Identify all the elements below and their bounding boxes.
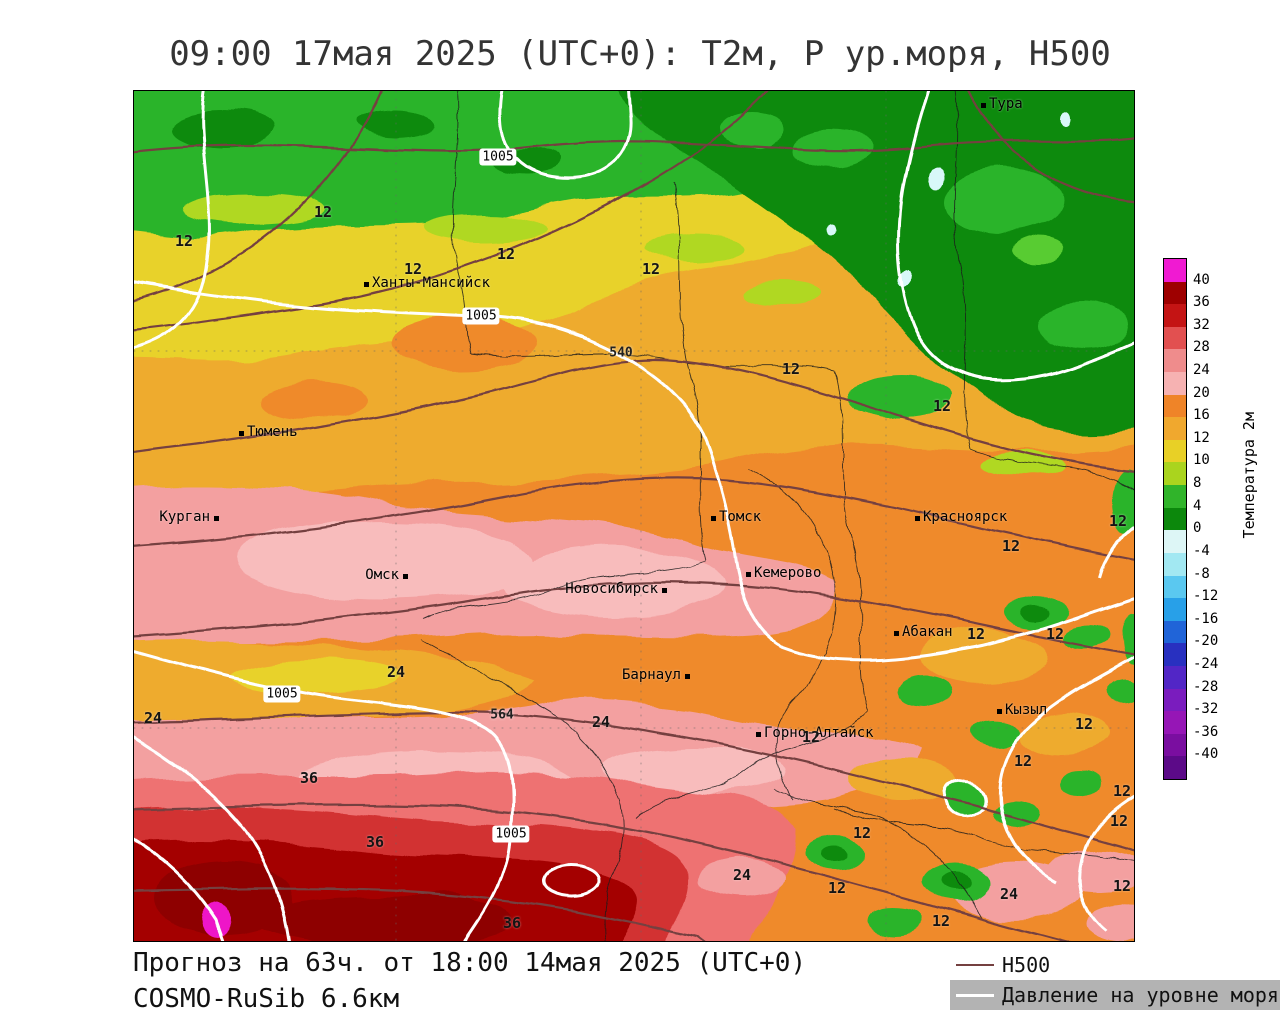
colorbar-band [1164, 259, 1186, 282]
colorbar-tick-label: 16 [1193, 407, 1210, 424]
colorbar-bands [1163, 258, 1187, 780]
line-legend: Н500 Давление на уровне моря [950, 950, 1280, 1010]
colorbar-band [1164, 372, 1186, 395]
colorbar-tick-label: -40 [1193, 746, 1219, 763]
colorbar-title: Температура 2м [1240, 412, 1258, 539]
forecast-map: Тура Ханты-Мансийск Тюмень Курган Омск Томск К… [133, 90, 1135, 942]
colorbar-tick-label: 4 [1193, 497, 1202, 514]
colorbar-tick-label: -20 [1193, 633, 1219, 650]
colorbar-tick-label: 20 [1193, 384, 1210, 401]
colorbar-tick-label: -4 [1193, 542, 1210, 559]
colorbar-tick-label: 24 [1193, 362, 1210, 379]
pressure-line-sample [956, 993, 994, 997]
colorbar-band [1164, 439, 1186, 463]
h500-line-sample [956, 964, 994, 966]
colorbar-band [1164, 281, 1186, 305]
legend-row-h500: Н500 [950, 950, 1280, 980]
colorbar-band [1164, 688, 1186, 712]
colorbar-tick-label: 12 [1193, 429, 1210, 446]
colorbar-tick-label: -16 [1193, 610, 1219, 627]
colorbar-band [1164, 462, 1186, 486]
colorbar-band [1164, 643, 1186, 666]
h500-contours [134, 91, 1134, 941]
colorbar-tick-label: 10 [1193, 452, 1210, 469]
colorbar-band [1164, 349, 1186, 373]
colorbar-tick-label: -12 [1193, 588, 1219, 605]
colorbar-tick-label: 0 [1193, 520, 1202, 537]
colorbar-tick-label: -24 [1193, 655, 1219, 672]
colorbar-band [1164, 598, 1186, 621]
colorbar-tick-label: 28 [1193, 339, 1210, 356]
colorbar-tick-label: -36 [1193, 723, 1219, 740]
colorbar-tick-label: -32 [1193, 701, 1219, 718]
colorbar-band [1164, 552, 1186, 576]
colorbar-band [1164, 711, 1186, 734]
colorbar-band [1164, 304, 1186, 327]
colorbar-ticks: 40 36 32 28 24 20 16 12 10 8 4 0 -4 -8 -12 -16 -20 -24 -28… [1193, 258, 1253, 778]
colorbar-band [1164, 326, 1186, 350]
pressure-legend-label: Давление на уровне моря [1002, 983, 1279, 1007]
colorbar-tick-label: 36 [1193, 294, 1210, 311]
page-title: 09:00 17мая 2025 (UTC+0): Т2м, Р ур.моря… [169, 34, 1111, 74]
pressure-isobars [134, 91, 1134, 941]
model-name-text: COSMO-RuSib 6.6км [133, 984, 400, 1014]
legend-row-pressure: Давление на уровне моря [950, 980, 1280, 1010]
colorbar-band [1164, 485, 1186, 508]
colorbar-band [1164, 417, 1186, 440]
colorbar-tick-label: -28 [1193, 678, 1219, 695]
map-svg [134, 91, 1134, 941]
forecast-info-text: Прогноз на 63ч. от 18:00 14мая 2025 (UTC… [133, 948, 807, 978]
colorbar-tick-label: 32 [1193, 316, 1210, 333]
colorbar-band [1164, 665, 1186, 689]
h500-legend-label: Н500 [1002, 953, 1051, 977]
colorbar-tick-label: -8 [1193, 565, 1210, 582]
colorbar-band [1164, 507, 1186, 531]
colorbar-tick-label: 40 [1193, 271, 1210, 288]
colorbar: 40 36 32 28 24 20 16 12 10 8 4 0 -4 -8 -12 -16 -20 -24 -28… [1163, 258, 1280, 780]
colorbar-band [1164, 575, 1186, 599]
colorbar-band [1164, 756, 1186, 780]
colorbar-band [1164, 394, 1186, 418]
colorbar-tick-label: 8 [1193, 475, 1202, 492]
colorbar-band [1164, 733, 1186, 757]
colorbar-band [1164, 530, 1186, 553]
temperature-field [134, 91, 1134, 941]
colorbar-band [1164, 620, 1186, 644]
